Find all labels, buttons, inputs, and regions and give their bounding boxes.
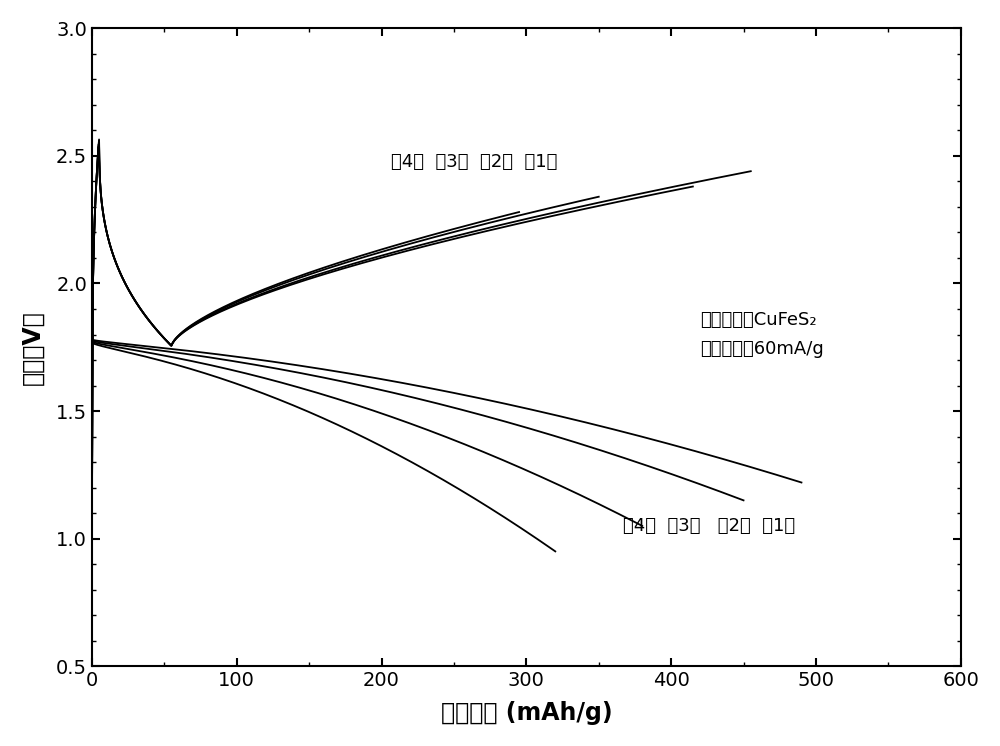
Y-axis label: 电压（V）: 电压（V） xyxy=(21,310,45,385)
Text: 笥4次  笥3次  笥2次  笥1次: 笥4次 笥3次 笥2次 笥1次 xyxy=(391,153,557,172)
Text: 笥4次  笥3次   笥2次  笥1次: 笥4次 笥3次 笥2次 笥1次 xyxy=(623,517,795,535)
X-axis label: 放电容量 (mAh/g): 放电容量 (mAh/g) xyxy=(441,701,612,725)
Text: 活性物质：CuFeS₂
电流密度：60mA/g: 活性物质：CuFeS₂ 电流密度：60mA/g xyxy=(700,311,824,358)
